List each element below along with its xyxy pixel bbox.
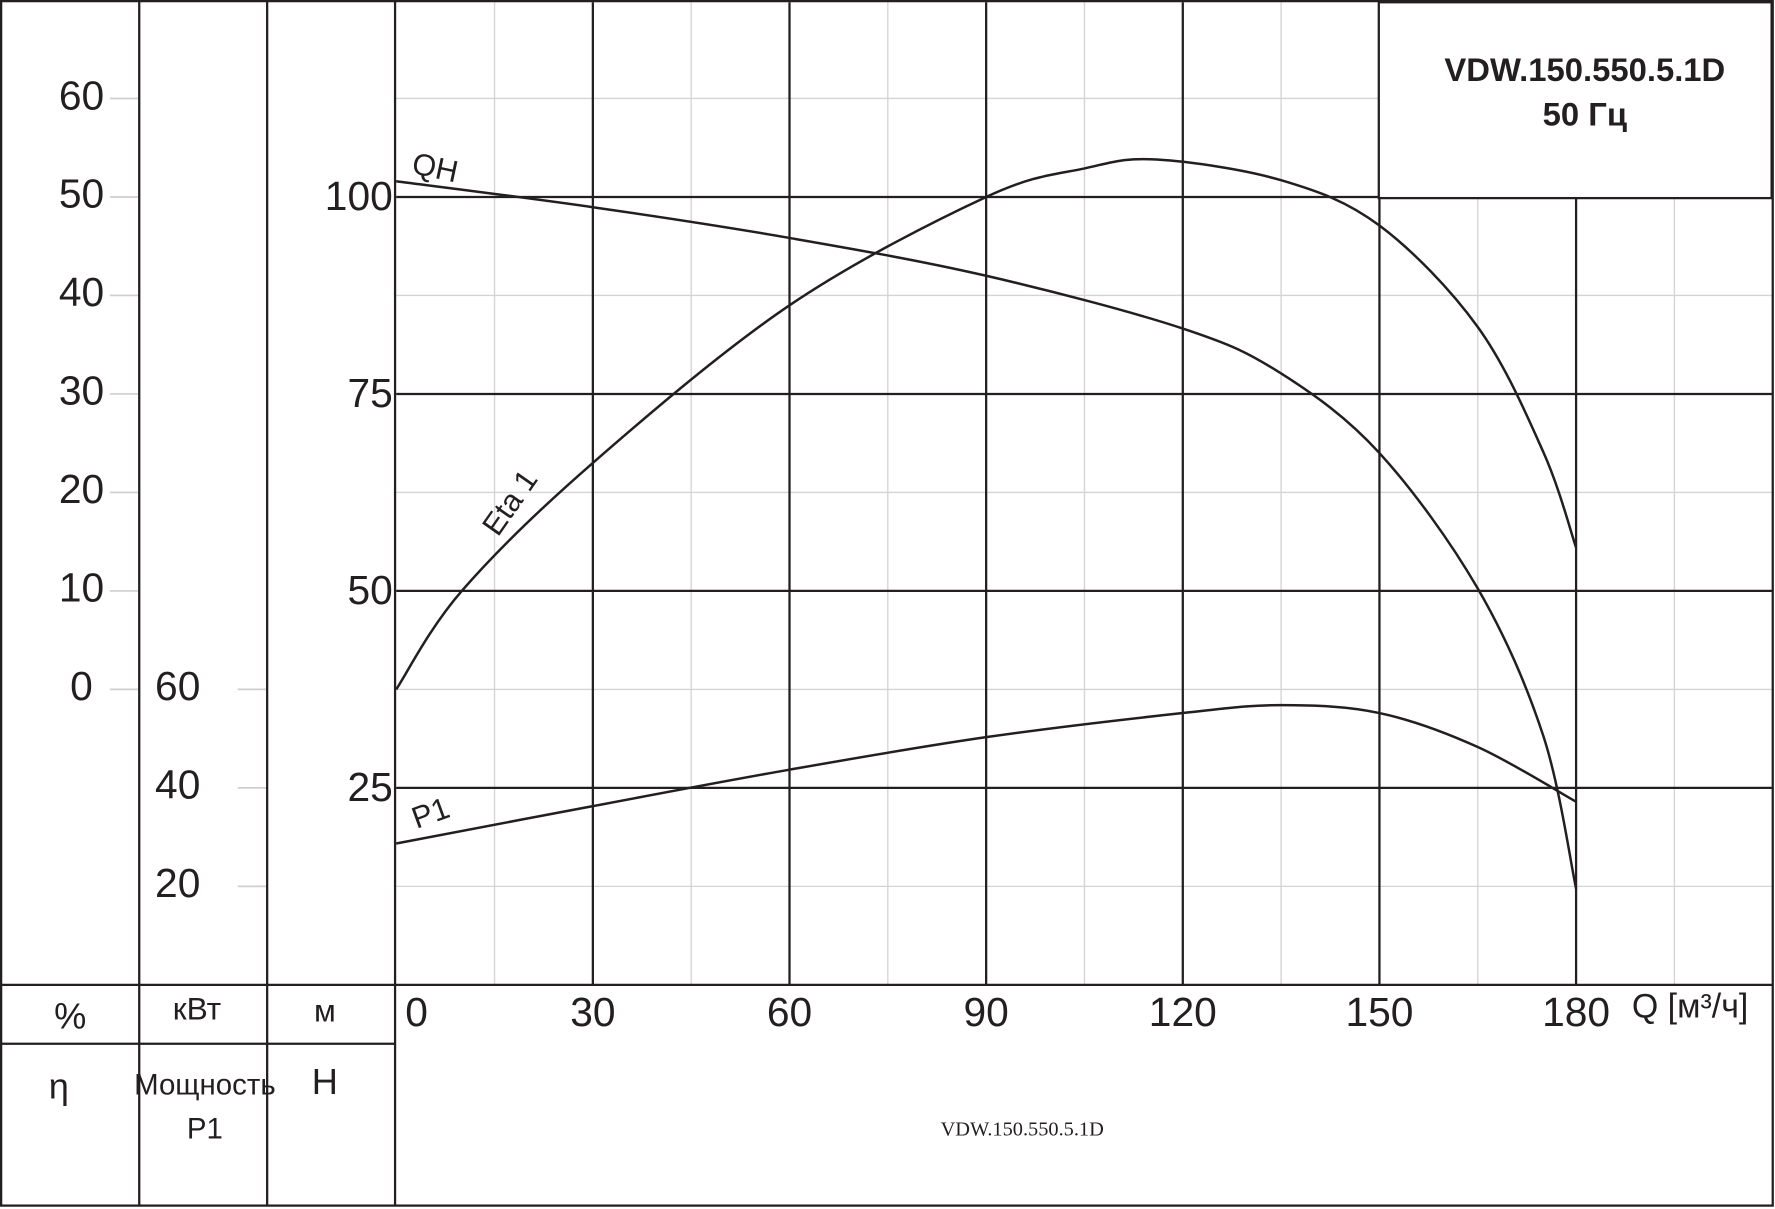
chart-title: VDW.150.550.5.1D	[1444, 51, 1725, 88]
y-unit: м	[314, 993, 336, 1029]
x-tick-label: 180	[1542, 989, 1610, 1035]
y3-tick-label: 40	[155, 762, 200, 808]
x-tick-label: 30	[570, 989, 615, 1035]
y2-tick-label: 10	[59, 565, 104, 611]
y2-tick-label: 50	[59, 171, 104, 217]
curve	[395, 703, 1577, 845]
footer: VDW.150.550.5.1D	[941, 1119, 1104, 1141]
y3-label: P1	[187, 1113, 223, 1146]
y2-tick-label: 60	[59, 72, 104, 118]
x-tick-label: 150	[1345, 989, 1413, 1035]
y2-tick-label: 40	[59, 269, 104, 315]
x-tick-label: 60	[767, 989, 812, 1035]
x-tick-label: 0	[405, 989, 428, 1035]
title-box	[1377, 1, 1773, 200]
y3-unit: кВт	[173, 990, 221, 1026]
x-tick-label: 120	[1149, 989, 1217, 1035]
y2-label: η	[49, 1066, 69, 1107]
y3-tick-label: 20	[155, 860, 200, 906]
y-tick-label: 50	[347, 567, 392, 613]
y2-tick-label: 20	[59, 466, 104, 512]
grid	[109, 2, 1773, 985]
x-axis-label: Q [м³/ч]	[1632, 988, 1748, 1026]
y2-unit: %	[54, 995, 86, 1036]
y3-label: Мощность	[134, 1069, 276, 1102]
y-tick-label: 25	[347, 764, 392, 810]
y-tick-label: 100	[325, 173, 393, 219]
y3-tick-label: 60	[155, 663, 200, 709]
chart-subtitle: 50 Гц	[1543, 95, 1627, 132]
curve	[395, 157, 1578, 691]
y2-tick-label: 0	[70, 663, 93, 709]
y2-tick-label: 30	[59, 368, 104, 414]
y-tick-label: 75	[347, 370, 392, 416]
curve	[396, 179, 1578, 889]
y-label: H	[312, 1061, 338, 1102]
x-tick-label: 90	[963, 989, 1008, 1035]
